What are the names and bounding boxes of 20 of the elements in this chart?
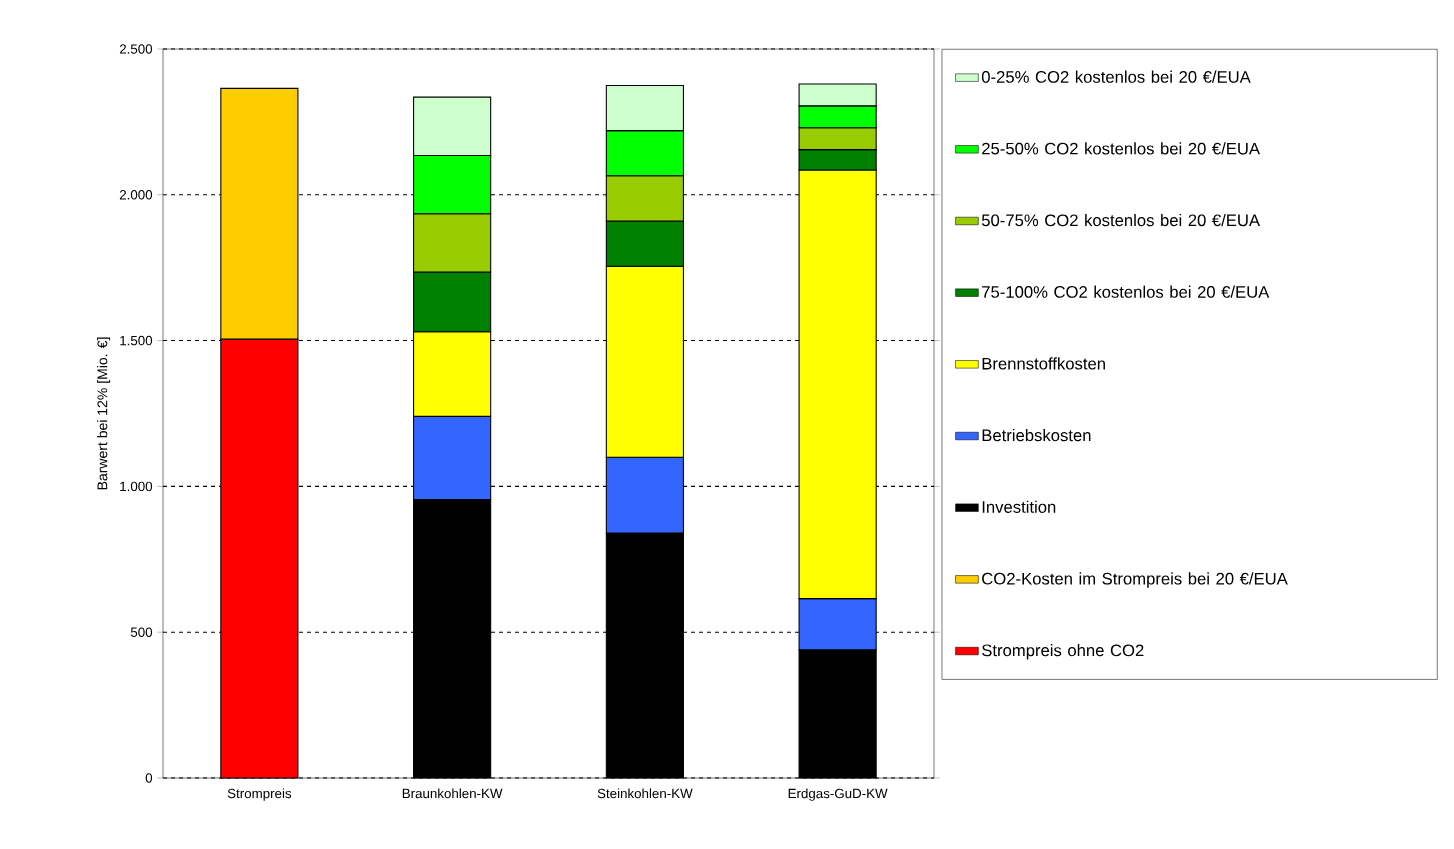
y-tick-label: 1.000 <box>120 481 153 492</box>
legend-label: Investition <box>982 500 1056 513</box>
legend-label: Brennstoffkosten <box>982 357 1105 370</box>
y-tick-label: 0 <box>145 773 153 783</box>
x-tick-label: Erdgas-GuD-KW <box>788 788 888 801</box>
y-tick-label: 1.500 <box>120 335 153 346</box>
legend-label: 0-25% CO2 kostenlos bei 20 €/EUA <box>981 70 1251 83</box>
legend-label: 75-100% CO2 kostenlos bei 20 €/EUA <box>982 285 1270 298</box>
legend-label: 50-75% CO2 kostenlos bei 20 €/EUA <box>981 213 1261 227</box>
y-tick-label: 2.000 <box>119 190 153 200</box>
y-tick-label: 2.500 <box>119 44 153 54</box>
legend-label: Betriebskosten <box>982 428 1091 442</box>
x-tick-label: Braunkohlen-KW <box>402 788 503 799</box>
y-axis-title: Barwert bei 12% [Mio. €] <box>97 337 111 490</box>
x-tick-label: Strompreis <box>227 788 292 801</box>
y-tick-label: 500 <box>130 627 153 637</box>
legend-label: 25-50% CO2 kostenlos bei 20 €/EUA <box>982 142 1261 155</box>
legend-label: Strompreis ohne CO2 <box>982 643 1144 660</box>
x-tick-label: Steinkohlen-KW <box>597 788 693 799</box>
legend-label: CO2-Kosten im Strompreis bei 20 €/EUA <box>982 572 1288 588</box>
